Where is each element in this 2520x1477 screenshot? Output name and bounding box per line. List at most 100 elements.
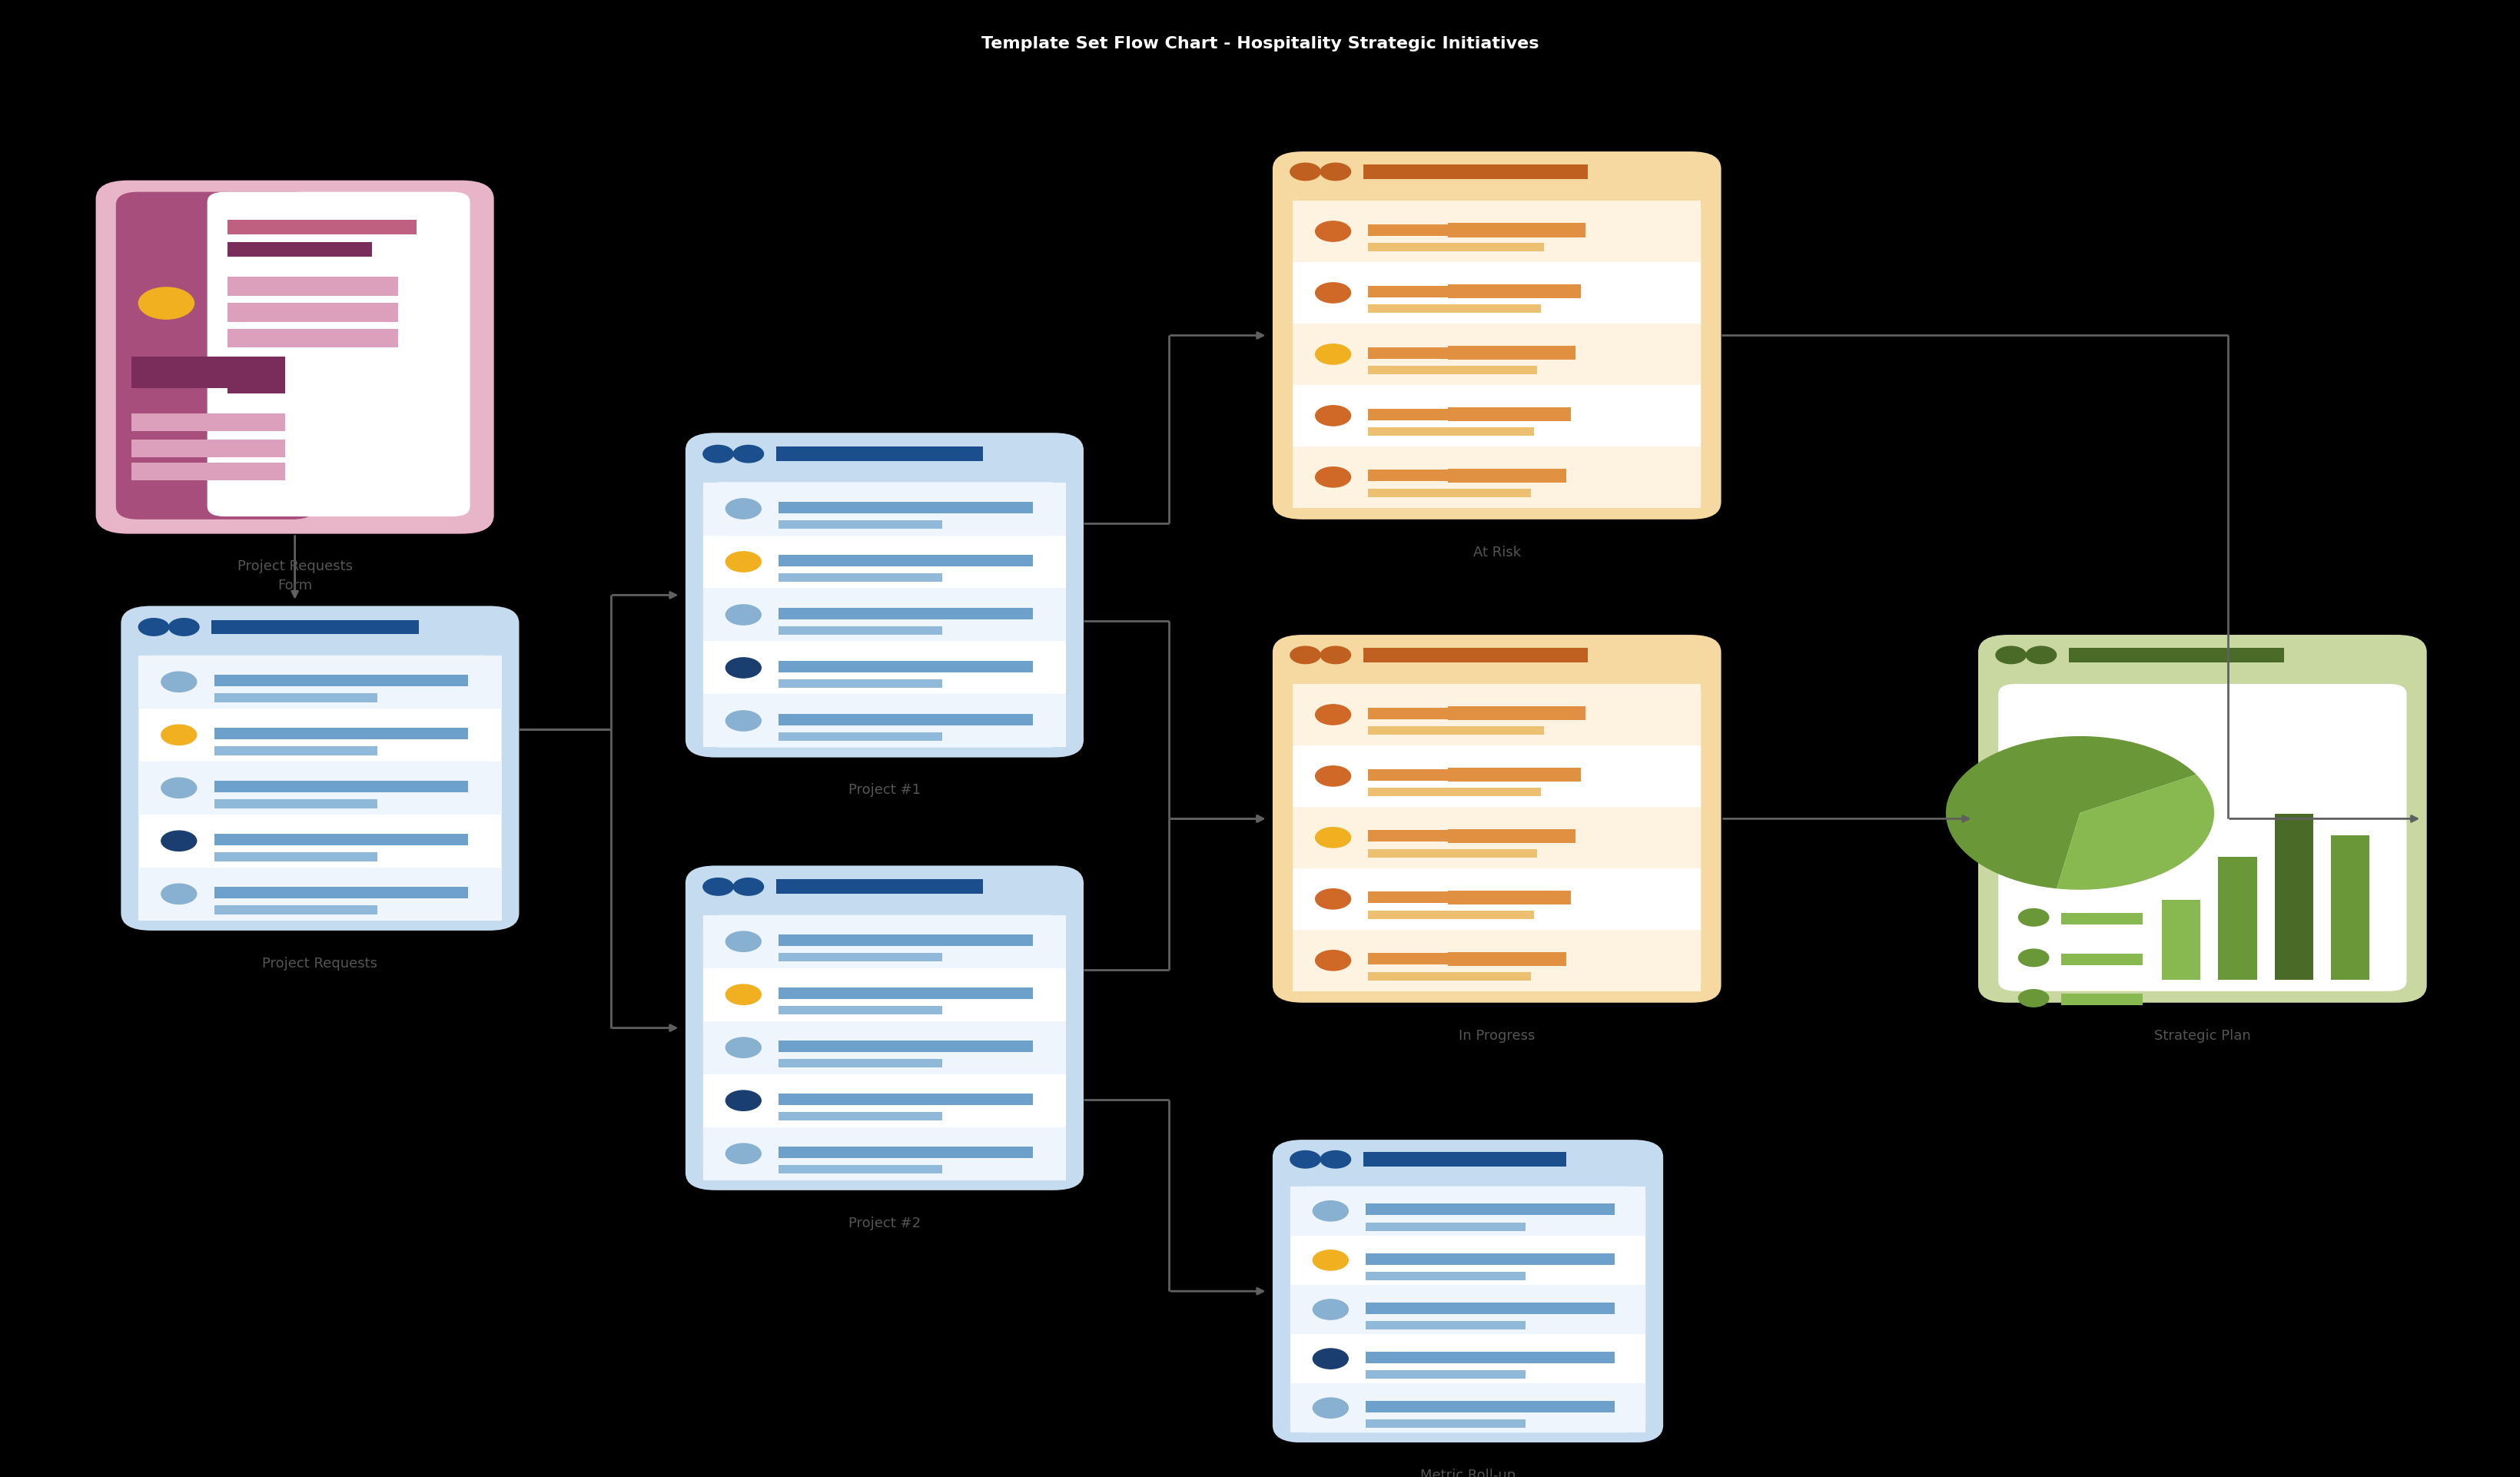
Circle shape [1313,1349,1348,1369]
Bar [227,220,416,233]
Text: Project Requests
Form: Project Requests Form [237,560,353,592]
Circle shape [1320,162,1351,180]
Circle shape [1320,1151,1351,1168]
Bar [1449,910,1535,919]
Bar [779,660,1033,672]
Circle shape [1290,647,1320,663]
Bar [1368,242,1459,251]
Bar [1449,223,1585,238]
Circle shape [169,619,199,635]
Circle shape [2026,647,2056,663]
Circle shape [2019,908,2049,926]
Circle shape [1315,467,1351,487]
FancyBboxPatch shape [685,866,1084,1190]
Circle shape [1313,1397,1348,1418]
Bar [779,1040,1033,1052]
Circle shape [1315,767,1351,786]
Bar [1366,1351,1615,1363]
Bar [1449,829,1575,843]
Text: Project #1: Project #1 [849,783,920,798]
Circle shape [726,551,761,572]
Bar [1449,891,1570,905]
Circle shape [733,445,764,462]
Bar [1368,427,1459,436]
Bar [1449,366,1537,374]
FancyBboxPatch shape [1293,201,1701,508]
Circle shape [1996,647,2026,663]
Bar [779,1006,942,1015]
Bar [2069,648,2283,662]
Bar [1363,1152,1567,1167]
Bar [1449,727,1545,736]
Circle shape [161,832,197,851]
Circle shape [726,710,761,731]
Circle shape [726,1037,761,1058]
Bar [214,905,378,914]
Bar [214,781,469,792]
Bar [1366,1419,1525,1428]
Circle shape [703,445,733,462]
FancyBboxPatch shape [685,433,1084,758]
Circle shape [1315,406,1351,425]
Bar [1366,1303,1615,1313]
Bar [1366,1371,1525,1380]
Text: Template Set Flow Chart - Hospitality Strategic Initiatives: Template Set Flow Chart - Hospitality St… [980,35,1540,52]
Bar [212,620,418,634]
Circle shape [161,883,197,904]
Bar [2162,901,2200,979]
Bar [1366,1252,1615,1264]
Bar [131,462,285,480]
Bar [1368,304,1459,313]
FancyBboxPatch shape [703,482,1066,747]
Bar [2218,857,2258,979]
Circle shape [1313,1250,1348,1270]
Bar [1293,323,1701,385]
Bar [2276,814,2313,979]
FancyBboxPatch shape [1273,1140,1663,1443]
Bar [779,987,1033,998]
Bar [1449,468,1567,483]
Bar [703,694,1066,747]
Bar [1366,1320,1525,1329]
Bar [1366,1204,1615,1216]
Bar [1368,347,1499,359]
Bar [227,278,398,295]
Circle shape [1315,222,1351,241]
Circle shape [139,288,194,319]
Bar [776,446,983,461]
Bar [227,329,398,347]
Circle shape [1290,1151,1320,1168]
Bar [703,1021,1066,1074]
Circle shape [726,657,761,678]
Circle shape [1320,647,1351,663]
Wedge shape [1945,736,2197,889]
Bar [2061,994,2142,1006]
Bar [1368,972,1459,981]
Bar [1368,285,1499,297]
Bar [214,852,378,861]
Bar [1366,1272,1525,1281]
Bar [1449,849,1537,858]
Circle shape [726,1090,761,1111]
Bar [1449,284,1580,298]
Circle shape [1315,705,1351,725]
Bar [1368,830,1499,842]
Bar [139,761,501,814]
Bar [2061,913,2142,925]
Bar [1368,409,1499,419]
Bar [779,953,942,962]
Bar [703,588,1066,641]
Bar [1363,648,1588,662]
Circle shape [1315,889,1351,908]
Bar [1368,489,1459,498]
Bar [779,713,1033,725]
Bar [779,1059,942,1068]
Bar [139,867,501,920]
FancyBboxPatch shape [703,916,1066,1180]
Circle shape [1315,344,1351,365]
Circle shape [1313,1201,1348,1221]
Bar [1368,892,1499,904]
Circle shape [161,725,197,744]
FancyBboxPatch shape [1978,635,2427,1003]
Circle shape [1315,827,1351,848]
